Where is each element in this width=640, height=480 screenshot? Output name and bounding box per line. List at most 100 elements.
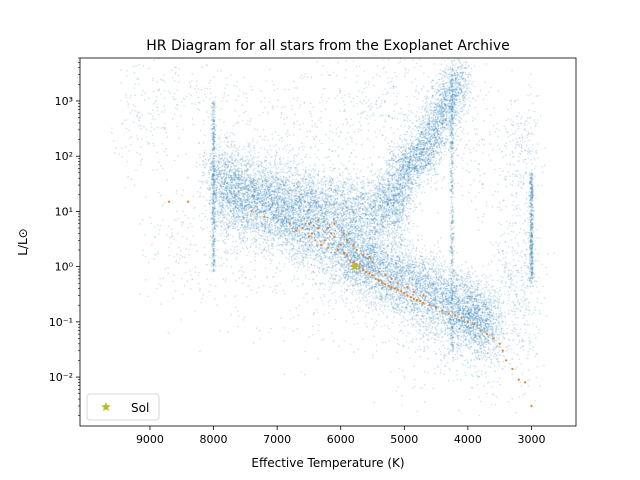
star-point: [460, 345, 462, 348]
star-point: [428, 288, 431, 291]
star-point: [346, 271, 349, 274]
star-point: [395, 291, 397, 294]
star-point: [331, 220, 334, 223]
star-point: [296, 255, 298, 258]
star-point: [478, 335, 481, 338]
star-point: [444, 312, 447, 315]
star-point: [387, 248, 389, 250]
star-point: [209, 157, 212, 160]
star-point: [326, 268, 328, 271]
star-point: [397, 262, 399, 265]
star-point: [425, 258, 428, 260]
star-point: [347, 276, 350, 279]
star-point: [497, 324, 500, 327]
star-point: [480, 288, 483, 291]
star-point: [489, 343, 492, 346]
star-point: [446, 331, 449, 334]
star-point: [417, 239, 420, 241]
star-point: [452, 360, 454, 362]
star-point: [301, 240, 304, 242]
star-point: [321, 270, 324, 273]
star-point: [269, 252, 271, 254]
star-point: [364, 315, 367, 318]
star-point: [388, 340, 391, 342]
star-point: [438, 256, 441, 258]
star-point: [274, 235, 277, 238]
star-point: [393, 282, 395, 284]
star-point: [329, 239, 331, 242]
star-point: [420, 290, 423, 293]
star-point: [293, 254, 296, 257]
star-point: [292, 247, 295, 250]
star-point: [415, 329, 418, 332]
star-point: [420, 295, 423, 298]
star-point: [405, 341, 408, 343]
star-point: [400, 321, 403, 324]
star-point: [418, 267, 421, 269]
star-point: [497, 362, 500, 365]
star-point: [351, 273, 354, 275]
star-point: [374, 267, 377, 270]
star-point: [461, 269, 464, 272]
star-point: [373, 303, 375, 306]
star-point: [243, 228, 246, 231]
star-point: [373, 253, 375, 256]
star-point: [392, 280, 394, 283]
star-point: [329, 260, 331, 263]
star-point: [435, 256, 438, 259]
star-point: [328, 229, 330, 231]
star-point: [409, 276, 411, 278]
star-point: [409, 276, 411, 279]
star-point: [291, 230, 294, 232]
star-point: [499, 275, 502, 278]
star-point: [412, 245, 415, 247]
star-point: [306, 266, 309, 269]
star-point: [424, 273, 426, 275]
star-point: [420, 272, 422, 274]
star-point: [421, 302, 423, 305]
star-point: [387, 253, 389, 255]
star-point: [255, 244, 257, 247]
star-point: [284, 241, 287, 244]
star-point: [431, 322, 434, 325]
star-point: [489, 323, 492, 326]
star-point: [457, 282, 460, 284]
star-point: [492, 355, 495, 357]
star-point: [469, 292, 471, 294]
star-point: [331, 283, 334, 286]
star-point: [466, 284, 469, 286]
star-point: [389, 298, 391, 301]
star-point: [209, 256, 211, 259]
star-point: [429, 260, 432, 263]
star-point: [493, 364, 496, 367]
star-point: [493, 350, 495, 352]
star-point: [467, 311, 470, 313]
star-point: [425, 279, 427, 281]
star-point: [396, 293, 398, 296]
star-point: [438, 268, 440, 270]
star-point: [376, 324, 378, 327]
star-point: [385, 264, 387, 266]
star-point: [490, 306, 493, 309]
star-point: [482, 300, 484, 302]
star-point: [404, 278, 406, 281]
star-point: [262, 232, 265, 235]
star-point: [267, 230, 269, 232]
star-point: [406, 274, 409, 277]
star-point: [467, 277, 470, 280]
star-point: [406, 245, 408, 247]
star-point: [494, 299, 497, 302]
star-point: [299, 263, 301, 266]
star-point: [225, 231, 228, 233]
star-point: [334, 266, 337, 268]
star-point: [218, 187, 221, 190]
star-point: [463, 277, 465, 280]
star-point: [389, 292, 391, 294]
star-point: [375, 264, 378, 266]
star-point: [444, 266, 447, 268]
star-point: [237, 161, 239, 164]
star-point: [359, 242, 362, 244]
star-point: [496, 315, 498, 318]
star-point: [495, 326, 498, 329]
star-point: [366, 325, 368, 328]
